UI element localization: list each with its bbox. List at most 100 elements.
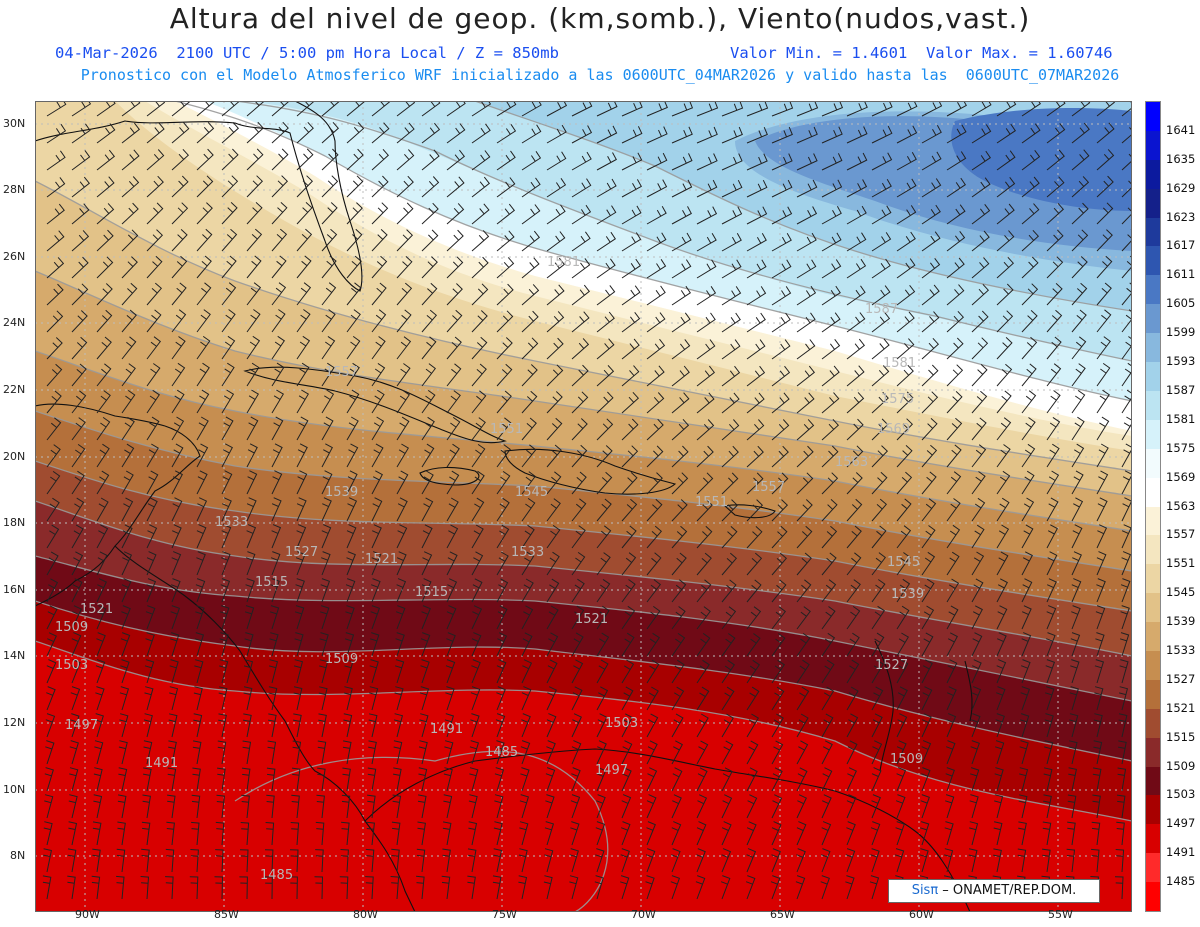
wind-barb	[846, 713, 859, 738]
wind-barb	[471, 176, 491, 198]
colorbar-segment	[1146, 506, 1160, 536]
wind-barb	[391, 848, 400, 873]
wind-barb	[1068, 767, 1077, 792]
wind-barb	[365, 876, 374, 900]
wind-barb	[191, 794, 201, 819]
wind-barb	[871, 285, 891, 306]
wind-barb	[846, 152, 868, 171]
wind-barb	[71, 123, 91, 144]
wind-barb	[846, 552, 862, 576]
wind-barb	[571, 204, 592, 225]
wind-barb	[496, 177, 516, 198]
wind-barb	[71, 551, 84, 576]
wind-barb	[970, 740, 980, 765]
wind-barb	[671, 365, 690, 387]
wind-barb	[621, 418, 639, 441]
lon-label: 80W	[353, 908, 378, 921]
wind-barb	[93, 767, 103, 792]
wind-barb	[215, 821, 225, 846]
wind-barb	[945, 767, 955, 792]
wind-barb	[546, 578, 560, 603]
wind-barb	[121, 256, 138, 279]
colorbar-segment	[1146, 622, 1160, 652]
wind-barb	[495, 740, 505, 765]
wind-barb	[721, 633, 736, 657]
wind-barb	[46, 123, 67, 144]
wind-barb	[1071, 336, 1087, 360]
wind-barb	[1095, 605, 1106, 630]
wind-barb	[996, 444, 1011, 468]
subtitle-minmax: Valor Min. = 1.4601 Valor Max. = 1.60746	[730, 44, 1113, 62]
wind-barb	[320, 578, 331, 603]
wind-barb	[721, 713, 734, 738]
wind-barb	[421, 256, 438, 279]
wind-barb	[546, 605, 559, 630]
wind-barb	[746, 713, 759, 738]
colorbar-segment	[1146, 650, 1160, 681]
wind-barb	[243, 713, 252, 738]
wind-barb	[316, 794, 325, 819]
wind-barb	[971, 524, 985, 549]
wind-barb	[265, 822, 275, 846]
wind-barb	[621, 579, 636, 603]
wind-barb	[390, 876, 400, 900]
wind-barb	[1120, 605, 1130, 630]
wind-barb	[146, 363, 161, 387]
wind-barb	[1095, 632, 1105, 657]
wind-barb	[996, 123, 1016, 144]
wind-barb	[696, 179, 718, 198]
wind-barb	[771, 101, 794, 117]
wind-barb	[1021, 123, 1041, 144]
wind-barb	[571, 125, 593, 144]
wind-barb	[1121, 176, 1132, 198]
wind-barb	[321, 309, 336, 333]
wind-barb	[221, 497, 232, 522]
wind-barb	[221, 416, 234, 441]
wind-barb	[46, 230, 65, 252]
wind-barb	[314, 876, 324, 900]
wind-barb	[346, 335, 361, 360]
wind-barb	[371, 175, 389, 198]
wind-barb	[596, 338, 615, 360]
wind-barb	[441, 875, 451, 900]
wind-barb	[1046, 283, 1063, 306]
wind-barb	[871, 205, 892, 225]
wind-barb	[71, 524, 84, 549]
wind-barb	[1093, 713, 1103, 738]
wind-barb	[1121, 416, 1132, 441]
wind-barb	[392, 794, 402, 819]
wind-barb	[1114, 876, 1124, 900]
lat-label: 16N	[3, 583, 26, 596]
wind-barb	[546, 101, 568, 117]
wind-barb	[571, 632, 584, 657]
wind-barb	[696, 286, 717, 306]
wind-barb	[496, 686, 506, 711]
wind-barb	[921, 204, 941, 225]
wind-barb	[796, 659, 810, 684]
wind-barb	[921, 178, 942, 198]
wind-barb	[46, 101, 67, 117]
wind-barb	[596, 311, 615, 333]
wind-barb	[921, 231, 941, 252]
wind-barb	[471, 310, 488, 333]
wind-barb	[946, 417, 963, 441]
wind-barb	[293, 713, 302, 738]
wind-barb	[946, 659, 958, 684]
wind-barb	[244, 632, 254, 657]
wind-barb	[368, 740, 377, 765]
wind-barb	[1121, 443, 1132, 468]
wind-barb	[621, 686, 634, 711]
wind-barb	[171, 202, 189, 225]
lon-label: 75W	[492, 908, 517, 921]
lon-label: 70W	[631, 908, 656, 921]
wind-barb	[596, 445, 613, 468]
wind-barb	[696, 499, 713, 522]
wind-barb	[343, 686, 353, 711]
wind-barb	[1021, 150, 1041, 171]
wind-barb	[796, 794, 807, 819]
wind-barb	[1071, 363, 1086, 387]
wind-barb	[771, 259, 792, 279]
contour-label: 1485	[260, 868, 293, 883]
wind-barb	[1096, 309, 1112, 333]
wind-barb	[646, 767, 658, 792]
